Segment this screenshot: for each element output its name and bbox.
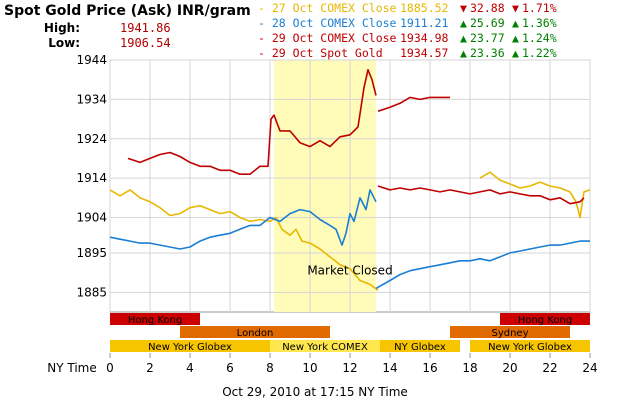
legend-change-arrow: ▲ <box>460 16 467 30</box>
legend-pct: 1.22% <box>522 46 557 60</box>
legend-label: - 27 Oct COMEX Close <box>258 1 397 15</box>
market-closed-annotation: Market Closed <box>307 264 392 278</box>
y-tick-label: 1904 <box>76 211 107 225</box>
legend-price: 1885.52 <box>400 1 448 15</box>
high-label: High: <box>44 21 80 35</box>
legend-row: - 29 Oct Spot Gold 1934.57 ▲ 23.36 ▲ 1.2… <box>258 46 557 60</box>
session-label: Hong Kong <box>518 315 572 326</box>
legend-pct: 1.36% <box>522 16 557 30</box>
price-line <box>377 96 450 112</box>
legend-label: - 28 Oct COMEX Close <box>258 16 397 30</box>
legend-change: 23.77 <box>470 31 505 45</box>
x-axis-label: NY Time <box>47 361 97 375</box>
x-tick-label: 0 <box>106 361 114 375</box>
plot-area: 1885 1895 1904 1914 1924 1934 1944 Market Close… <box>76 53 591 313</box>
price-line <box>109 189 377 250</box>
session-label: Hong Kong <box>128 315 182 326</box>
session-label: London <box>237 328 274 339</box>
timestamp: Oct 29, 2010 at 17:15 NY Time <box>222 385 408 399</box>
price-line <box>375 240 590 290</box>
price-line <box>479 171 591 219</box>
price-line <box>127 69 377 175</box>
x-tick-label: 8 <box>266 361 274 375</box>
x-tick-label: 14 <box>382 361 397 375</box>
legend-change: 32.88 <box>470 1 505 15</box>
session-bar <box>110 340 270 352</box>
x-tick-label: 18 <box>462 361 477 375</box>
x-tick-label: 24 <box>582 361 597 375</box>
y-tick-label: 1914 <box>76 171 107 185</box>
session-label: Sydney <box>491 328 528 339</box>
session-label: New York COMEX <box>282 342 368 353</box>
x-axis: NY Time 0 2 4 6 8 10 12 14 16 18 20 22 24 <box>47 353 598 375</box>
legend-change-arrow: ▲ <box>460 46 467 60</box>
legend-price: 1934.98 <box>400 31 449 45</box>
session-bar <box>450 326 570 338</box>
x-tick-label: 22 <box>542 361 557 375</box>
x-tick-label: 4 <box>186 361 194 375</box>
session-bar <box>180 326 330 338</box>
x-tick-label: 6 <box>226 361 234 375</box>
x-tick-label: 16 <box>422 361 437 375</box>
y-tick-label: 1885 <box>76 285 107 299</box>
y-tick-label: 1944 <box>76 53 107 67</box>
comex-session-highlight <box>274 60 376 312</box>
legend-pct: 1.71% <box>522 1 557 15</box>
legend-label: - 29 Oct COMEX Close <box>258 31 397 45</box>
session-bar <box>470 340 590 352</box>
low-value: 1906.54 <box>120 36 171 50</box>
session-label: NY Globex <box>394 342 446 353</box>
legend: - 27 Oct COMEX Close 1885.52 ▼ 32.88 ▼ 1… <box>258 1 557 60</box>
y-tick-label: 1924 <box>76 132 107 146</box>
x-tick-label: 10 <box>302 361 317 375</box>
session-label: New York Globex <box>148 342 232 353</box>
legend-change: 25.69 <box>470 16 505 30</box>
x-tick-label: 2 <box>146 361 154 375</box>
legend-pct-arrow: ▼ <box>512 1 519 15</box>
legend-label: - 29 Oct Spot Gold <box>258 46 383 60</box>
low-label: Low: <box>48 36 80 50</box>
legend-change: 23.36 <box>470 46 505 60</box>
chart-title: Spot Gold Price (Ask) INR/gram <box>4 3 251 19</box>
session-bar <box>110 313 200 325</box>
session-bar <box>270 340 380 352</box>
x-tick-label: 20 <box>502 361 517 375</box>
high-value: 1941.86 <box>120 21 171 35</box>
legend-change-arrow: ▼ <box>460 1 467 15</box>
price-line <box>109 189 379 291</box>
legend-price: 1934.57 <box>400 46 449 60</box>
legend-row: - 27 Oct COMEX Close 1885.52 ▼ 32.88 ▼ 1… <box>258 1 557 15</box>
session-label: New York Globex <box>488 342 572 353</box>
price-line <box>377 185 585 205</box>
x-tick-label: 12 <box>342 361 357 375</box>
y-tick-label: 1895 <box>76 246 107 260</box>
session-bar <box>500 313 590 325</box>
legend-pct-arrow: ▲ <box>512 46 519 60</box>
legend-row: - 28 Oct COMEX Close 1911.21 ▲ 25.69 ▲ 1… <box>258 16 557 30</box>
y-tick-label: 1934 <box>76 92 107 106</box>
session-bar <box>380 340 460 352</box>
legend-row: - 29 Oct COMEX Close 1934.98 ▲ 23.77 ▲ 1… <box>258 31 557 45</box>
legend-pct-arrow: ▲ <box>512 16 519 30</box>
market-sessions: Hong Kong Hong Kong London Sydney New York G… <box>110 313 590 353</box>
legend-price: 1911.21 <box>400 16 449 30</box>
legend-pct: 1.24% <box>522 31 557 45</box>
legend-pct-arrow: ▲ <box>512 31 519 45</box>
legend-change-arrow: ▲ <box>460 31 467 45</box>
